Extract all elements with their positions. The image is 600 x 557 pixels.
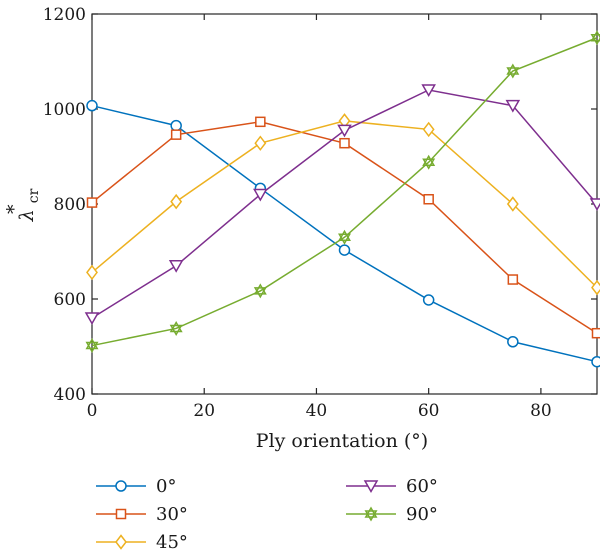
data-point [170,193,183,210]
x-tick-label: 60 [418,401,440,421]
legend-item: 45° [96,532,188,553]
legend-swatch-marker [363,480,379,494]
hexagram-triangle-up [364,506,378,518]
data-point [421,84,436,98]
data-point [507,274,519,285]
hexagram-triangle-up [422,154,436,166]
x-axis-title: Ply orientation (°) [256,430,428,452]
hexagram-triangle-down [506,67,520,79]
data-point [339,137,350,149]
data-point [253,188,268,202]
legend-item: 90° [346,504,438,525]
y-tick-label: 400 [54,385,86,405]
series-square [86,116,600,339]
data-point [591,327,600,339]
hexagram-triangle-down [364,510,378,522]
legend-swatch-marker [115,508,127,520]
data-point [591,279,600,296]
legend-swatch-marker [364,506,378,522]
data-point [85,338,99,354]
x-tick-label: 20 [193,401,215,421]
data-point [255,116,266,128]
hexagram-triangle-up [338,229,351,241]
hexagram-triangle-down [253,287,267,299]
data-point [422,121,435,138]
hexagram-triangle-up [85,338,99,350]
data-point [337,124,352,138]
series-triangle-down [84,84,600,326]
legend-swatch-marker [115,480,127,492]
data-point [423,194,434,205]
series-layer [84,30,600,368]
data-point [86,197,98,208]
hexagram-triangle-up [169,320,183,333]
x-tick-label: 0 [87,401,98,421]
hexagram-triangle-down [338,233,351,245]
data-point [86,99,98,112]
hexagram-triangle-down [422,158,436,170]
hexagram-triangle-up [253,283,267,295]
y-axis-title-sub: cr [26,188,42,203]
data-point [170,129,182,140]
data-point [338,229,351,245]
data-point [505,99,521,113]
data-point [170,119,182,132]
series-hexagram [85,30,600,354]
legend-label: 90° [406,504,438,525]
data-point [253,283,267,299]
data-point [86,264,98,281]
x-tick-label: 40 [306,401,328,421]
svg-text:λ cr: λ cr [16,188,42,222]
data-point [591,355,600,368]
data-point [506,63,520,79]
data-point [422,294,435,306]
y-tick-label: 800 [54,195,86,215]
legend-item: 60° [346,476,438,497]
hexagram-triangle-up [506,63,520,75]
data-point [506,196,519,212]
legend-label: 45° [156,532,188,553]
y-tick-label: 600 [54,290,86,310]
legend-label: 60° [406,476,438,497]
y-tick-label: 1200 [43,5,86,25]
y-axis-title: λ cr * [3,188,42,222]
data-point [169,320,183,336]
y-axis-title-base: λ [16,209,38,222]
data-point [589,198,600,212]
plot-frame [91,13,598,395]
legend-item: 30° [96,504,188,525]
legend-label: 30° [156,504,188,525]
data-point [507,336,519,348]
series-diamond [86,113,600,296]
hexagram-triangle-down [85,341,99,354]
legend-swatch-marker [115,534,127,550]
series-line [91,121,598,334]
y-axis-title-sup: * [3,204,25,214]
legend-label: 0° [156,476,176,497]
legend: 0° 30° 45° 60° 90° [96,476,438,553]
data-point [84,312,100,326]
axes: 0 20 40 60 80 400 600 800 1000 1200 [43,5,598,421]
legend-item: 0° [96,476,176,497]
y-tick-label: 1000 [43,100,86,120]
data-point [254,135,267,151]
data-point [422,154,436,170]
x-tick-label: 80 [530,401,552,421]
data-point [338,244,351,256]
hexagram-triangle-down [169,324,183,336]
data-point [168,260,184,273]
series-line [91,37,598,347]
